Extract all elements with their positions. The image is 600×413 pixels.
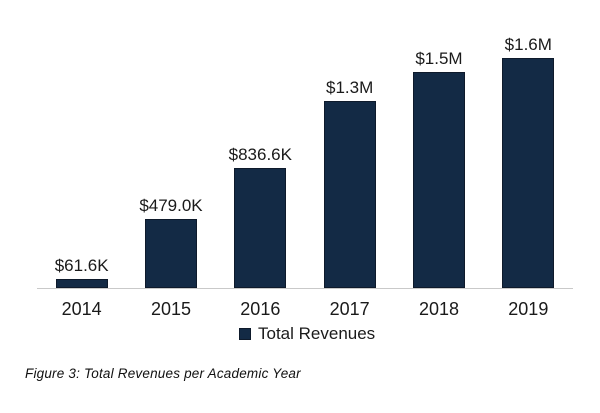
x-tick-label-2014: 2014	[61, 299, 102, 319]
figure-caption: Figure 3: Total Revenues per Academic Ye…	[25, 366, 301, 381]
bar-2015	[144, 219, 197, 288]
bar-value-label-2019: $1.6M	[504, 35, 552, 55]
legend-label: Total Revenues	[258, 324, 376, 343]
bar-column-2019: $1.6M	[484, 0, 573, 288]
bar-column-2014: $61.6K	[37, 0, 126, 288]
x-tick-label-2015: 2015	[150, 299, 192, 319]
bar-2017	[323, 101, 376, 288]
bar-2019	[502, 58, 555, 288]
x-tick-label-2019: 2019	[508, 299, 549, 319]
bar-column-2016: $836.6K	[216, 0, 305, 288]
x-tick-label-2017: 2017	[329, 299, 370, 319]
bar-column-2015: $479.0K	[126, 0, 215, 288]
bar-2014	[55, 279, 108, 288]
x-tick-label-2018: 2018	[418, 299, 459, 319]
bar-value-label-2017: $1.3M	[326, 78, 374, 98]
x-axis-tick-labels: 2014 2015 2016 2017 2018 2019	[37, 289, 573, 318]
bar-column-2018: $1.5M	[394, 0, 483, 288]
bar-value-label-2016: $836.6K	[228, 145, 292, 165]
legend: Total Revenues	[239, 325, 375, 342]
bar-2018	[412, 72, 465, 288]
bar-value-label-2018: $1.5M	[415, 49, 463, 69]
x-tick-label-2016: 2016	[240, 299, 281, 319]
bar-value-label-2014: $61.6K	[54, 256, 109, 276]
plot-area: $61.6K $479.0K $836.6K $1.3M $1.5M $1.6M	[37, 0, 573, 289]
bar-value-label-2015: $479.0K	[139, 196, 203, 216]
bar-2016	[234, 168, 287, 288]
legend-swatch-icon	[239, 327, 251, 340]
bar-column-2017: $1.3M	[305, 0, 394, 288]
